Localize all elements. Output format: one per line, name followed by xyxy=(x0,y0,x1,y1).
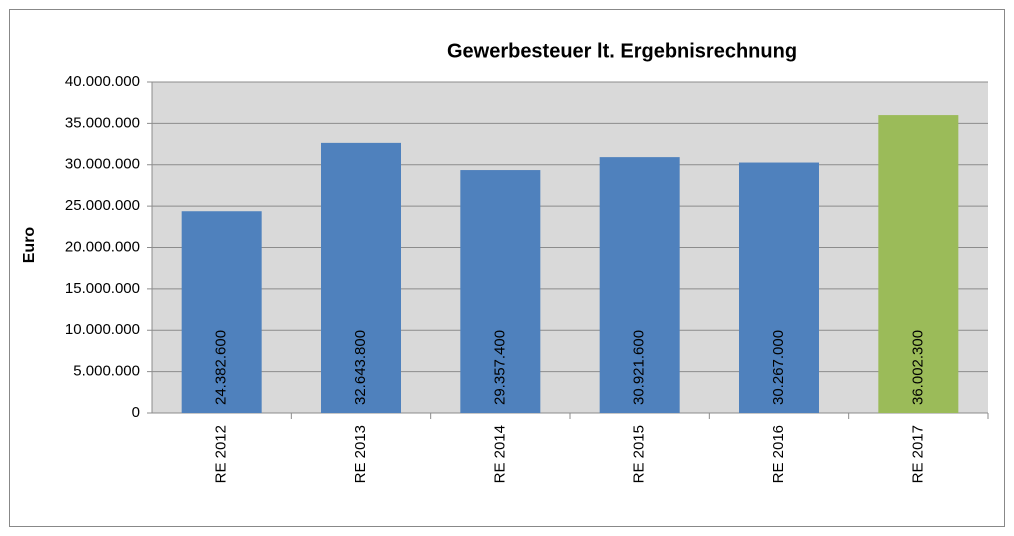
bar xyxy=(321,142,401,413)
data-label: 24.382.600 xyxy=(213,330,230,405)
chart-title: Gewerbesteuer lt. Ergebnisrechnung xyxy=(447,40,797,62)
y-tick-label: 35.000.000 xyxy=(65,114,140,131)
x-tick-label: RE 2015 xyxy=(631,425,648,483)
y-tick-label: 0 xyxy=(132,404,140,421)
x-tick-label: RE 2013 xyxy=(352,425,369,483)
data-label: 30.267.000 xyxy=(770,330,787,405)
bar xyxy=(181,211,262,413)
y-tick-label: 5.000.000 xyxy=(73,363,140,380)
y-tick-label: 10.000.000 xyxy=(65,321,140,338)
data-label: 29.357.400 xyxy=(491,330,508,405)
y-tick-label: 25.000.000 xyxy=(65,197,140,214)
data-label: 32.643.800 xyxy=(352,330,369,405)
y-tick-label: 30.000.000 xyxy=(65,156,140,173)
y-tick-label: 40.000.000 xyxy=(65,73,140,90)
bar xyxy=(878,115,959,414)
y-tick-label: 20.000.000 xyxy=(65,238,140,255)
y-axis-label: Euro xyxy=(21,227,38,264)
x-tick-label: RE 2017 xyxy=(909,425,926,483)
x-tick-label: RE 2016 xyxy=(770,425,787,483)
x-tick-label: RE 2014 xyxy=(491,425,508,483)
data-label: 30.921.600 xyxy=(631,330,648,405)
x-tick-label: RE 2012 xyxy=(213,425,230,483)
bar xyxy=(739,162,819,413)
bar xyxy=(460,170,541,413)
bar xyxy=(599,157,680,413)
data-label: 36.002.300 xyxy=(909,330,926,405)
y-tick-label: 15.000.000 xyxy=(65,280,140,297)
